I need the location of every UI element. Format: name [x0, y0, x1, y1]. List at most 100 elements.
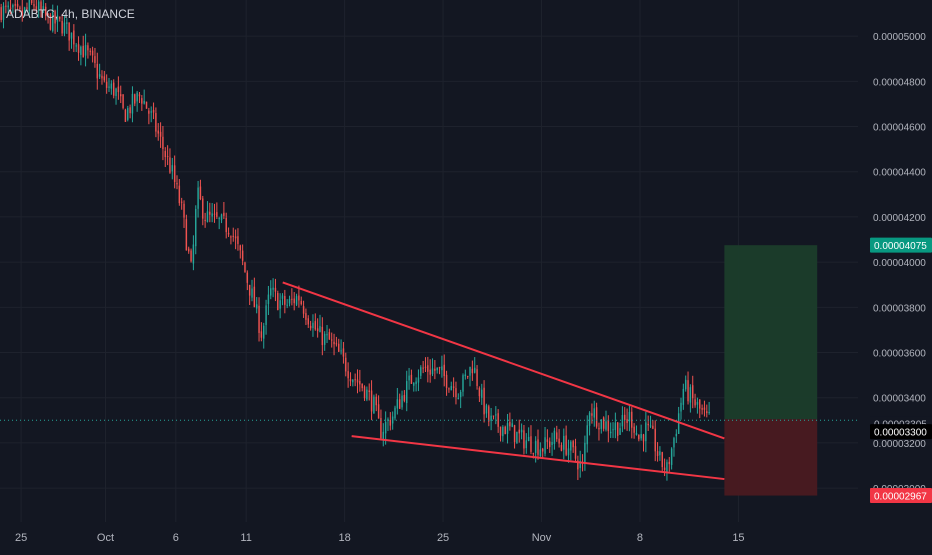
candle-body-down — [141, 98, 143, 104]
candle-body-down — [204, 219, 206, 221]
candle-body-up — [192, 244, 195, 264]
candle-body-down — [530, 436, 532, 452]
candle-body-up — [195, 209, 197, 247]
candle-body-down — [335, 343, 338, 345]
candle-body-up — [131, 93, 134, 114]
candle-body-down — [227, 232, 230, 235]
candle-body-down — [284, 295, 286, 305]
position-tool[interactable] — [724, 245, 818, 496]
candle-body-down — [190, 250, 192, 262]
candle-body-down — [560, 445, 563, 451]
candle-body-down — [274, 287, 277, 292]
candle-body-up — [52, 11, 54, 31]
candle-body-down — [248, 284, 251, 296]
candle-body-up — [670, 448, 673, 465]
stop-price-label-background — [870, 488, 932, 504]
candle-body-down — [239, 245, 242, 251]
candle-body-down — [298, 295, 300, 301]
candle-body-up — [527, 436, 530, 442]
candle-body-up — [150, 111, 152, 113]
candle-body-down — [616, 422, 619, 436]
candle-body-down — [145, 101, 148, 109]
candle-body-down — [663, 467, 666, 470]
x-tick-label: Oct — [97, 532, 114, 544]
candle-body-down — [91, 50, 94, 56]
candle-body-down — [89, 50, 91, 52]
candle-body-down — [347, 371, 349, 379]
price-candles — [0, 0, 710, 481]
candle-body-up — [406, 381, 408, 404]
candle-body-down — [14, 4, 16, 6]
candle-body-down — [230, 236, 232, 238]
candle-body-down — [403, 394, 406, 401]
candle-body-up — [263, 325, 265, 339]
candle-body-up — [286, 304, 288, 306]
current-price-label: 0.00003300 — [874, 428, 927, 439]
candle-body-down — [349, 379, 352, 382]
trendline-lower[interactable] — [351, 435, 725, 481]
candle-body-down — [321, 326, 324, 346]
candle-body-down — [277, 292, 279, 311]
candle-body-up — [220, 214, 223, 221]
candle-body-down — [546, 439, 549, 442]
candle-body-up — [579, 461, 581, 468]
candle-body-down — [504, 426, 506, 435]
candle-body-down — [21, 9, 23, 16]
candle-body-down — [302, 306, 305, 314]
stop-zone[interactable] — [724, 419, 818, 496]
candle-body-up — [265, 305, 267, 325]
candle-body-up — [66, 22, 68, 24]
x-tick-label: 6 — [173, 532, 179, 544]
x-tick-label: 25 — [15, 532, 27, 544]
symbol-separator: , — [54, 7, 62, 21]
candle-body-up — [586, 425, 588, 445]
symbol-title[interactable]: ADABTC, 4h, BINANCE — [6, 7, 135, 21]
candle-body-down — [509, 422, 511, 427]
candle-body-down — [199, 186, 202, 200]
candle-body-down — [427, 365, 429, 372]
candle-body-down — [54, 11, 56, 24]
candle-body-up — [413, 382, 415, 386]
candle-body-up — [281, 295, 284, 299]
candle-body-up — [352, 379, 354, 383]
candle-body-up — [417, 377, 420, 383]
current-price-label-background — [870, 424, 932, 440]
candle-body-down — [647, 423, 649, 426]
candle-body-down — [260, 331, 263, 338]
candle-body-up — [2, 5, 5, 20]
candle-body-up — [450, 386, 452, 391]
candle-body-up — [495, 414, 497, 416]
candle-body-up — [516, 431, 518, 444]
candle-body-down — [626, 419, 628, 423]
candle-body-up — [539, 449, 542, 457]
candle-body-up — [666, 462, 668, 472]
candle-body-down — [699, 399, 701, 409]
candle-body-down — [476, 369, 478, 386]
candle-body-down — [380, 418, 382, 439]
trendline-upper[interactable] — [282, 281, 725, 440]
candle-body-up — [485, 405, 488, 414]
candle-body-up — [37, 1, 40, 11]
x-tick-label: 8 — [637, 532, 643, 544]
target-zone[interactable] — [724, 245, 818, 420]
candle-body-up — [396, 399, 399, 409]
candle-body-up — [408, 375, 410, 381]
candle-body-down — [424, 366, 427, 368]
candle-body-up — [614, 422, 617, 430]
candle-body-up — [415, 381, 417, 385]
candle-body-down — [488, 406, 490, 422]
x-tick-label: 15 — [732, 532, 744, 544]
candle-body-up — [420, 367, 422, 376]
candle-body-down — [443, 364, 445, 377]
candle-body-down — [633, 426, 635, 433]
candle-body-up — [473, 367, 476, 373]
candle-body-up — [682, 388, 685, 405]
candle-body-up — [366, 389, 368, 400]
candle-body-down — [96, 63, 99, 79]
trendlines[interactable] — [282, 281, 725, 481]
candle-body-up — [673, 438, 675, 448]
candle-body-up — [382, 431, 385, 439]
